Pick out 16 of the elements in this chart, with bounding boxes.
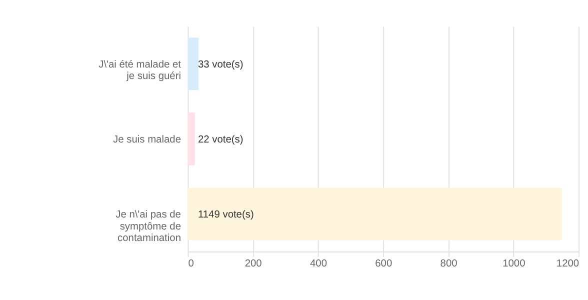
x-tick-label: 1200 [556,258,580,270]
x-tick-label: 200 [244,258,262,270]
y-tick-label: J\'ai été malade et je suis guéri [98,59,182,82]
x-tick-label: 1000 [502,258,526,270]
x-tick-label: 0 [188,258,194,270]
data-label: 22 vote(s) [198,134,244,146]
x-tick-label: 600 [375,258,392,270]
bar [188,112,195,166]
x-tick-label: 400 [310,258,328,270]
data-label: 1149 vote(s) [198,209,254,220]
y-tick-label: Je n\'ai pas de symptôme de contamination [116,209,182,244]
y-tick-label: Je suis malade [113,134,182,146]
bar [188,38,199,90]
bar [188,188,562,240]
data-label: 33 vote(s) [198,59,244,70]
x-tick-label: 800 [440,258,458,270]
